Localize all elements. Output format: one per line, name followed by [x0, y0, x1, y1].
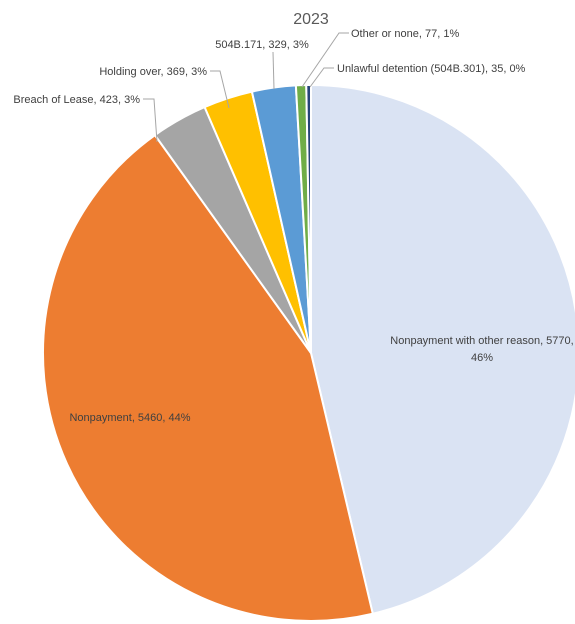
- slices-layer: [41, 83, 575, 622]
- leader-line-holding-over: [210, 70, 230, 109]
- data-label-nonpayment: Nonpayment, 5460, 44%: [69, 412, 190, 424]
- pie-slice-nonpayment: [41, 133, 374, 622]
- data-labels-layer: Nonpayment with other reason, 5770, 46% No…: [13, 28, 573, 424]
- leader-line-breach-of-lease: [143, 98, 158, 143]
- data-label-504b-171: 504B.171, 329, 3%: [215, 39, 309, 51]
- leader-line-other-or-none: [301, 32, 349, 88]
- data-label-breach-of-lease: Breach of Lease, 423, 3%: [13, 94, 140, 106]
- data-label-other-or-none: Other or none, 77, 1%: [351, 28, 459, 40]
- data-label-holding-over: Holding over, 369, 3%: [99, 66, 207, 78]
- chart-title: 2023: [293, 11, 329, 28]
- leader-line-unlawful-detention-504b-301: [309, 67, 334, 88]
- pie-slice-nonpayment-with-other-reason: [310, 83, 575, 615]
- data-label-unlawful-detention-504b-301: Unlawful detention (504B.301), 35, 0%: [337, 63, 526, 75]
- leader-line-504b-171: [272, 51, 275, 90]
- leader-lines-layer: [143, 32, 349, 143]
- data-label-nonpayment-with-other-reason: Nonpayment with other reason, 5770, 46%: [390, 335, 573, 364]
